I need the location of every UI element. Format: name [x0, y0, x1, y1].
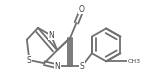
Text: O: O [79, 5, 85, 14]
Text: N: N [48, 31, 54, 40]
Text: CH3: CH3 [128, 59, 141, 64]
Text: N: N [54, 62, 60, 71]
Text: S: S [27, 56, 32, 65]
Text: S: S [80, 62, 84, 71]
